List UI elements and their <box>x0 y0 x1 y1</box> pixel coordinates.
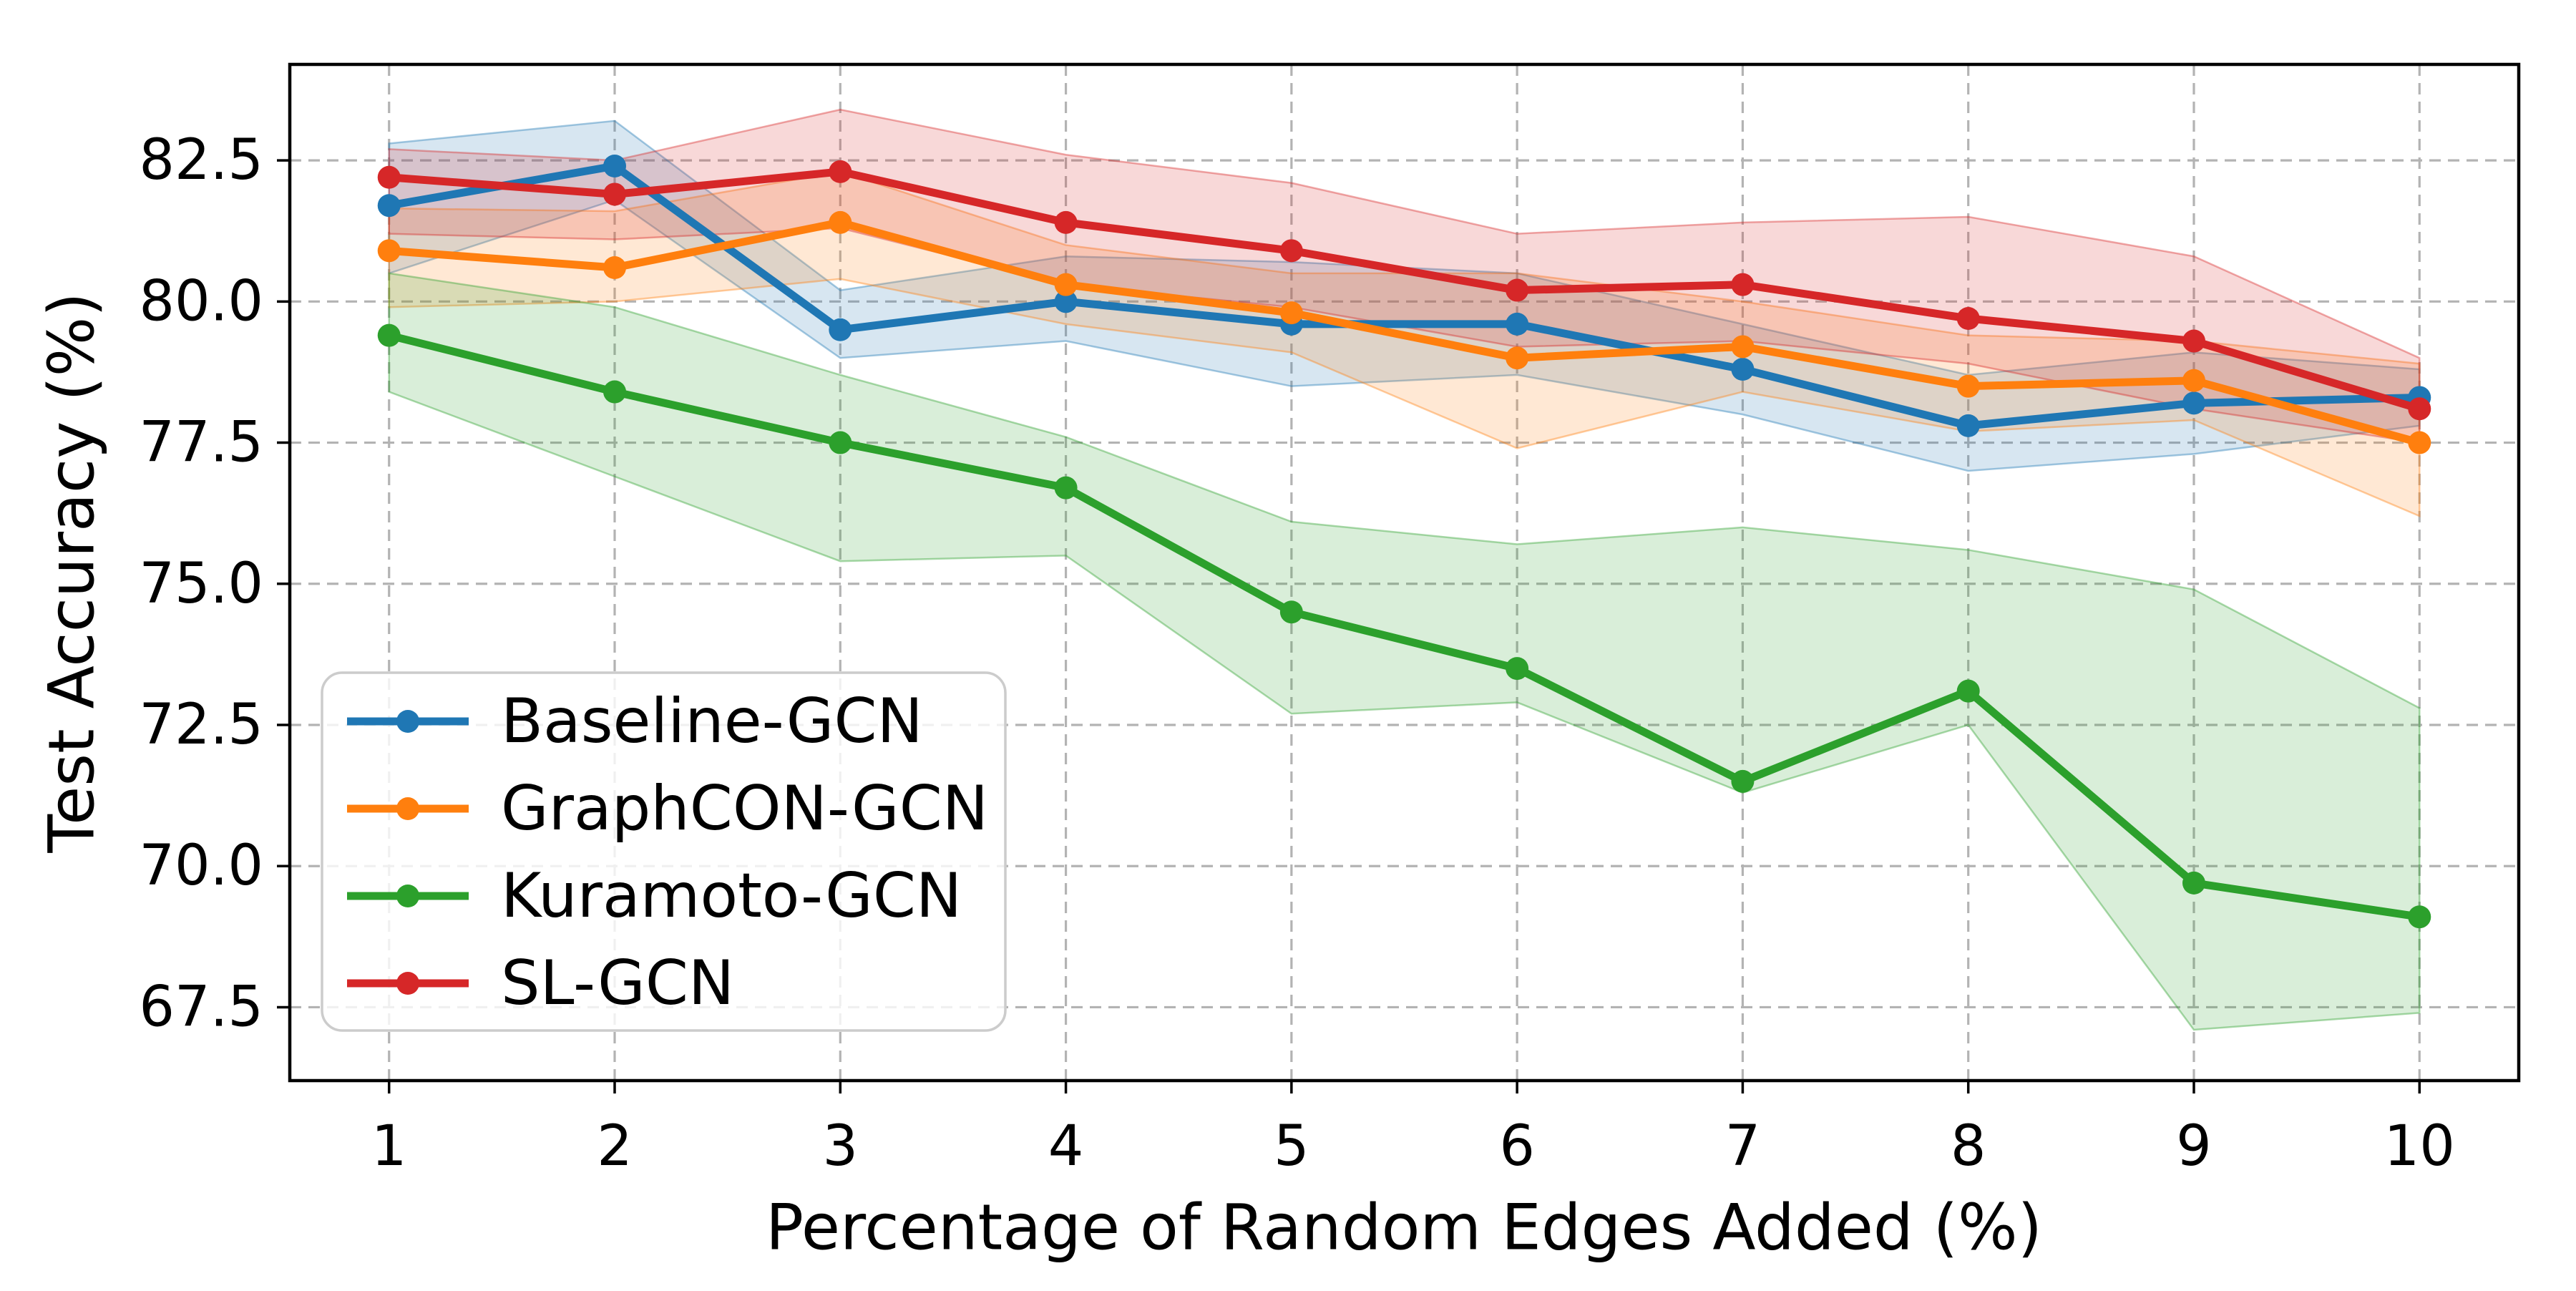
data-point-kuramoto-gcn <box>829 431 852 454</box>
legend-item-kuramoto-gcn: Kuramoto-GCN <box>347 860 962 932</box>
y-tick-label: 70.0 <box>139 834 263 898</box>
data-point-graphcon-gcn <box>377 239 401 263</box>
data-point-baseline-gcn <box>1956 414 1980 437</box>
y-tick-label: 82.5 <box>139 128 263 193</box>
y-tick-label: 75.0 <box>139 552 263 616</box>
data-point-graphcon-gcn <box>1279 301 1303 325</box>
y-tick-label: 67.5 <box>139 975 263 1039</box>
y-tick-label: 77.5 <box>139 411 263 475</box>
plot-frame <box>288 62 2521 1083</box>
legend-label: SL-GCN <box>501 947 734 1019</box>
x-tick-label: 1 <box>371 1114 407 1179</box>
confidence-bands-layer <box>388 108 2421 1031</box>
legend-box <box>321 671 1007 1032</box>
data-point-baseline-gcn <box>377 194 401 218</box>
data-point-graphcon-gcn <box>603 256 627 279</box>
legend-marker <box>396 710 419 733</box>
data-point-baseline-gcn <box>1731 358 1755 381</box>
x-axis-label: Percentage of Random Edges Added (%) <box>766 1191 2042 1265</box>
data-point-sl-gcn <box>1731 273 1755 296</box>
series-lines-layer <box>377 155 2431 929</box>
legend-label: Baseline-GCN <box>501 686 923 757</box>
data-point-kuramoto-gcn <box>1279 600 1303 624</box>
data-point-baseline-gcn <box>829 318 852 341</box>
legend-label: GraphCON-GCN <box>501 773 988 844</box>
data-point-sl-gcn <box>2408 397 2431 421</box>
legend-marker <box>396 972 419 995</box>
x-tick-label: 4 <box>1048 1114 1084 1179</box>
data-point-sl-gcn <box>603 182 627 206</box>
legend-item-graphcon-gcn: GraphCON-GCN <box>347 773 988 844</box>
x-tick-label: 3 <box>822 1114 858 1179</box>
data-point-graphcon-gcn <box>1731 335 1755 359</box>
x-tick-label: 8 <box>1951 1114 1986 1179</box>
data-point-sl-gcn <box>2182 329 2205 353</box>
data-point-kuramoto-gcn <box>1956 679 1980 703</box>
x-tick-label: 9 <box>2176 1114 2212 1179</box>
legend: Baseline-GCN GraphCON-GCN Kuramoto-GCN SL-G… <box>321 671 1007 1032</box>
axes-layer: 1 2 3 4 5 6 7 8 9 10 67.5 70.0 72.5 75.0 77.5 80.0 82.5 <box>139 62 2521 1179</box>
data-point-kuramoto-gcn <box>2182 871 2205 895</box>
confidence-band-graphcon-gcn <box>388 170 2421 518</box>
data-point-kuramoto-gcn <box>1731 769 1755 793</box>
data-point-sl-gcn <box>1054 210 1078 234</box>
data-point-sl-gcn <box>1956 307 1980 330</box>
data-point-graphcon-gcn <box>1506 346 1529 370</box>
data-point-baseline-gcn <box>1506 312 1529 336</box>
data-point-kuramoto-gcn <box>603 380 627 404</box>
x-tick-label: 2 <box>597 1114 633 1179</box>
x-tick-label: 6 <box>1499 1114 1535 1179</box>
series-line-graphcon-gcn <box>385 218 2424 447</box>
y-tick-label: 72.5 <box>139 693 263 757</box>
series-line-sl-gcn <box>385 167 2424 413</box>
y-axis-label: Test Accuracy (%) <box>35 292 109 853</box>
data-point-graphcon-gcn <box>1054 273 1078 296</box>
data-point-graphcon-gcn <box>829 210 852 234</box>
legend-item-baseline-gcn: Baseline-GCN <box>347 686 923 757</box>
data-point-baseline-gcn <box>603 155 627 177</box>
y-tick-label: 80.0 <box>139 269 263 333</box>
x-tick-label: 10 <box>2384 1114 2455 1179</box>
data-point-kuramoto-gcn <box>2408 905 2431 929</box>
series-line-kuramoto-gcn <box>385 331 2424 921</box>
data-point-baseline-gcn <box>1054 290 1078 313</box>
data-point-kuramoto-gcn <box>1506 657 1529 681</box>
data-point-sl-gcn <box>377 165 401 189</box>
data-point-kuramoto-gcn <box>377 323 401 347</box>
legend-marker <box>396 885 419 907</box>
data-point-sl-gcn <box>1279 239 1303 263</box>
confidence-band-baseline-gcn <box>388 120 2421 472</box>
confidence-band-kuramoto-gcn <box>388 272 2421 1031</box>
legend-marker <box>396 797 419 820</box>
data-point-sl-gcn <box>1506 278 1529 302</box>
legend-label: Kuramoto-GCN <box>501 860 962 932</box>
data-point-sl-gcn <box>829 160 852 183</box>
x-tick-label: 5 <box>1274 1114 1309 1179</box>
data-point-graphcon-gcn <box>1956 374 1980 398</box>
data-point-baseline-gcn <box>2182 391 2205 415</box>
data-point-kuramoto-gcn <box>1054 476 1078 500</box>
data-point-graphcon-gcn <box>2408 431 2431 454</box>
data-point-graphcon-gcn <box>2182 369 2205 392</box>
x-tick-label: 7 <box>1725 1114 1761 1179</box>
legend-item-sl-gcn: SL-GCN <box>347 947 734 1019</box>
